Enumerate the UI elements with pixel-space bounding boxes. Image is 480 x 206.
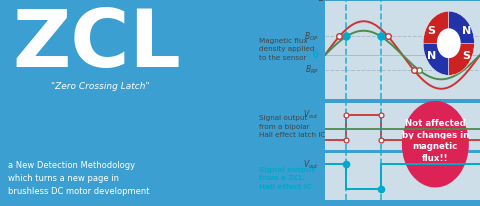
Text: B: B <box>318 0 324 3</box>
Text: Signal output
from a ZCL
Hall effect IC: Signal output from a ZCL Hall effect IC <box>259 167 315 190</box>
Text: N: N <box>462 26 471 36</box>
Wedge shape <box>423 11 449 43</box>
Text: Magnetic flux
density applied
to the sensor: Magnetic flux density applied to the sen… <box>259 38 314 61</box>
Bar <box>325 1 480 99</box>
Bar <box>325 153 480 200</box>
Text: Signal output
from a bipolar
Hall effect latch IC: Signal output from a bipolar Hall effect… <box>259 115 325 138</box>
Bar <box>325 103 480 150</box>
Wedge shape <box>449 43 474 75</box>
Text: S: S <box>462 51 470 61</box>
Text: N: N <box>427 51 436 61</box>
Text: $V_{out}$: $V_{out}$ <box>302 109 319 121</box>
Wedge shape <box>449 11 474 43</box>
Circle shape <box>437 28 461 58</box>
Text: a New Detection Methodology
which turns a new page in
brushless DC motor develop: a New Detection Methodology which turns … <box>8 161 149 196</box>
Text: Not affected
by changes in
magnetic
flux!!: Not affected by changes in magnetic flux… <box>402 119 469 163</box>
Text: $B_{RP}$: $B_{RP}$ <box>304 64 319 76</box>
Text: S: S <box>427 26 435 36</box>
Wedge shape <box>423 43 449 75</box>
Text: 0: 0 <box>313 50 319 60</box>
Ellipse shape <box>402 101 469 187</box>
Text: ZCL: ZCL <box>13 6 181 84</box>
Text: "Zero Crossing Latch": "Zero Crossing Latch" <box>51 82 150 91</box>
Text: $B_{OP}$: $B_{OP}$ <box>304 30 319 43</box>
Text: $V_{out}$: $V_{out}$ <box>302 158 319 171</box>
